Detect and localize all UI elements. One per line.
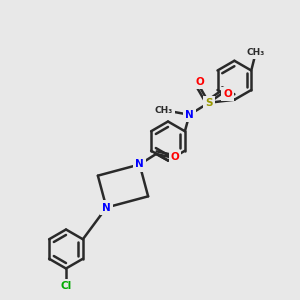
Text: O: O [196, 77, 204, 87]
Text: CH₃: CH₃ [247, 48, 265, 57]
Text: N: N [185, 110, 194, 120]
Text: Cl: Cl [60, 281, 72, 291]
Text: S: S [205, 98, 213, 108]
Text: O: O [223, 89, 232, 99]
Text: CH₃: CH₃ [155, 106, 173, 115]
Text: O: O [171, 152, 179, 162]
Text: N: N [135, 160, 144, 170]
Text: N: N [102, 202, 111, 212]
